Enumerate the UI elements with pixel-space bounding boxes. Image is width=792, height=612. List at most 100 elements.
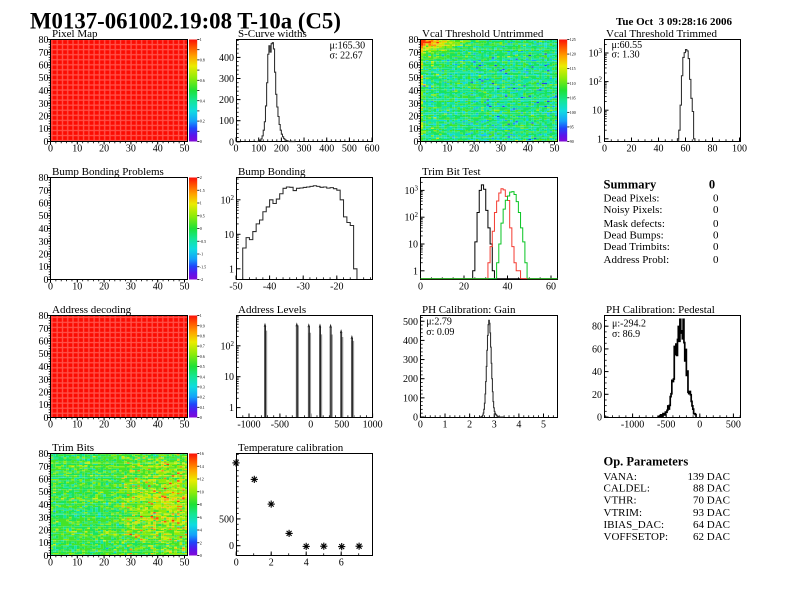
svg-text:Vcal Threshold Untrimmed: Vcal Threshold Untrimmed — [422, 28, 544, 40]
svg-text:Address decoding: Address decoding — [52, 304, 132, 316]
svg-text:20: 20 — [627, 143, 637, 154]
svg-text:0: 0 — [48, 143, 53, 154]
svg-text:20: 20 — [39, 112, 49, 123]
svg-text:10: 10 — [72, 281, 82, 292]
svg-text:500: 500 — [726, 419, 741, 430]
svg-text:50: 50 — [180, 419, 190, 430]
svg-text:2: 2 — [467, 419, 472, 430]
svg-text:Dead Trimbits:: Dead Trimbits: — [604, 241, 670, 253]
svg-text:70 DAC: 70 DAC — [693, 495, 730, 507]
svg-text:20: 20 — [39, 388, 49, 399]
svg-text:40: 40 — [153, 281, 163, 292]
svg-text:1: 1 — [200, 37, 202, 42]
svg-text:8: 8 — [200, 502, 202, 507]
svg-text:50: 50 — [39, 73, 49, 84]
svg-text:50: 50 — [180, 557, 190, 568]
svg-text:μ:2.79: μ:2.79 — [426, 316, 452, 327]
svg-text:Pixel Map: Pixel Map — [52, 28, 98, 40]
svg-text:0.6: 0.6 — [200, 354, 205, 359]
svg-text:Trim Bits: Trim Bits — [52, 442, 94, 454]
svg-text:VTRIM:: VTRIM: — [604, 507, 643, 519]
svg-text:50: 50 — [39, 211, 49, 222]
svg-text:0.2: 0.2 — [200, 119, 205, 124]
svg-text:40: 40 — [654, 143, 664, 154]
svg-text:0.7: 0.7 — [200, 344, 205, 349]
svg-text:0.5: 0.5 — [200, 213, 205, 218]
svg-text:10: 10 — [72, 557, 82, 568]
svg-text:1: 1 — [200, 313, 202, 318]
svg-text:50: 50 — [39, 487, 49, 498]
svg-text:M0137-061002.19:08 T-10a (C5): M0137-061002.19:08 T-10a (C5) — [30, 9, 341, 34]
svg-text:50: 50 — [550, 143, 560, 154]
svg-text:-500: -500 — [271, 419, 289, 430]
svg-text:62 DAC: 62 DAC — [693, 531, 730, 543]
svg-text:1: 1 — [413, 266, 418, 277]
svg-text:10: 10 — [442, 143, 452, 154]
svg-text:93 DAC: 93 DAC — [693, 507, 730, 519]
svg-text:PH Calibration: Gain: PH Calibration: Gain — [422, 304, 516, 316]
svg-text:0: 0 — [308, 419, 313, 430]
svg-text:10: 10 — [200, 489, 204, 494]
svg-text:10: 10 — [39, 262, 49, 273]
svg-text:10: 10 — [72, 419, 82, 430]
svg-text:400: 400 — [319, 143, 334, 154]
svg-text:40: 40 — [153, 419, 163, 430]
svg-text:0.2: 0.2 — [200, 395, 205, 400]
svg-text:-1000: -1000 — [621, 419, 644, 430]
svg-text:0: 0 — [709, 178, 715, 192]
svg-text:0.3: 0.3 — [200, 385, 205, 390]
svg-text:60: 60 — [39, 61, 49, 72]
svg-text:1000: 1000 — [363, 419, 383, 430]
svg-text:40: 40 — [39, 362, 49, 373]
svg-text:20: 20 — [409, 112, 419, 123]
svg-text:4: 4 — [200, 528, 202, 533]
svg-text:500: 500 — [219, 514, 234, 525]
svg-text:10: 10 — [72, 143, 82, 154]
svg-text:Temperature calibration: Temperature calibration — [238, 442, 344, 454]
svg-text:Tue Oct 3 09:28:16 2006: Tue Oct 3 09:28:16 2006 — [616, 16, 733, 28]
svg-text:60: 60 — [39, 337, 49, 348]
svg-text:Trim Bit Test: Trim Bit Test — [422, 166, 481, 178]
svg-text:100: 100 — [403, 393, 418, 404]
svg-text:σ: 1.30: σ: 1.30 — [612, 50, 640, 61]
svg-text:IBIAS_DAC:: IBIAS_DAC: — [604, 519, 665, 531]
svg-text:1: 1 — [443, 419, 448, 430]
svg-text:20: 20 — [459, 281, 469, 292]
svg-text:1.5: 1.5 — [200, 188, 205, 193]
svg-text:0: 0 — [713, 218, 719, 230]
svg-text:0: 0 — [418, 281, 423, 292]
svg-text:Bump Bonding: Bump Bonding — [238, 166, 306, 178]
svg-text:VANA:: VANA: — [604, 471, 637, 483]
svg-text:μ:165.30: μ:165.30 — [330, 41, 366, 52]
svg-text:0.8: 0.8 — [200, 334, 205, 339]
svg-text:-1: -1 — [200, 252, 203, 257]
svg-text:100: 100 — [570, 110, 576, 115]
svg-text:20: 20 — [99, 419, 109, 430]
svg-text:Dead Bumps:: Dead Bumps: — [604, 229, 664, 241]
svg-text:40: 40 — [39, 500, 49, 511]
svg-text:-0.5: -0.5 — [200, 239, 206, 244]
svg-text:80: 80 — [39, 311, 49, 322]
svg-text:σ: 0.09: σ: 0.09 — [426, 327, 454, 338]
svg-text:0: 0 — [713, 193, 719, 205]
svg-text:10: 10 — [409, 124, 419, 135]
svg-text:0: 0 — [200, 553, 202, 558]
svg-text:50: 50 — [180, 143, 190, 154]
svg-text:40: 40 — [409, 86, 419, 97]
svg-text:0.6: 0.6 — [200, 78, 205, 83]
svg-text:0: 0 — [44, 275, 49, 286]
svg-text:60: 60 — [39, 199, 49, 210]
svg-text:0: 0 — [44, 551, 49, 562]
svg-text:0: 0 — [697, 419, 702, 430]
svg-text:10: 10 — [39, 538, 49, 549]
svg-text:60: 60 — [39, 475, 49, 486]
svg-text:125: 125 — [570, 37, 576, 42]
svg-text:0: 0 — [44, 137, 49, 148]
svg-text:20: 20 — [469, 143, 479, 154]
svg-text:0: 0 — [713, 229, 719, 241]
svg-text:70: 70 — [39, 324, 49, 335]
svg-text:400: 400 — [403, 336, 418, 347]
svg-text:0: 0 — [48, 419, 53, 430]
svg-text:-20: -20 — [330, 281, 343, 292]
svg-text:0: 0 — [418, 143, 423, 154]
